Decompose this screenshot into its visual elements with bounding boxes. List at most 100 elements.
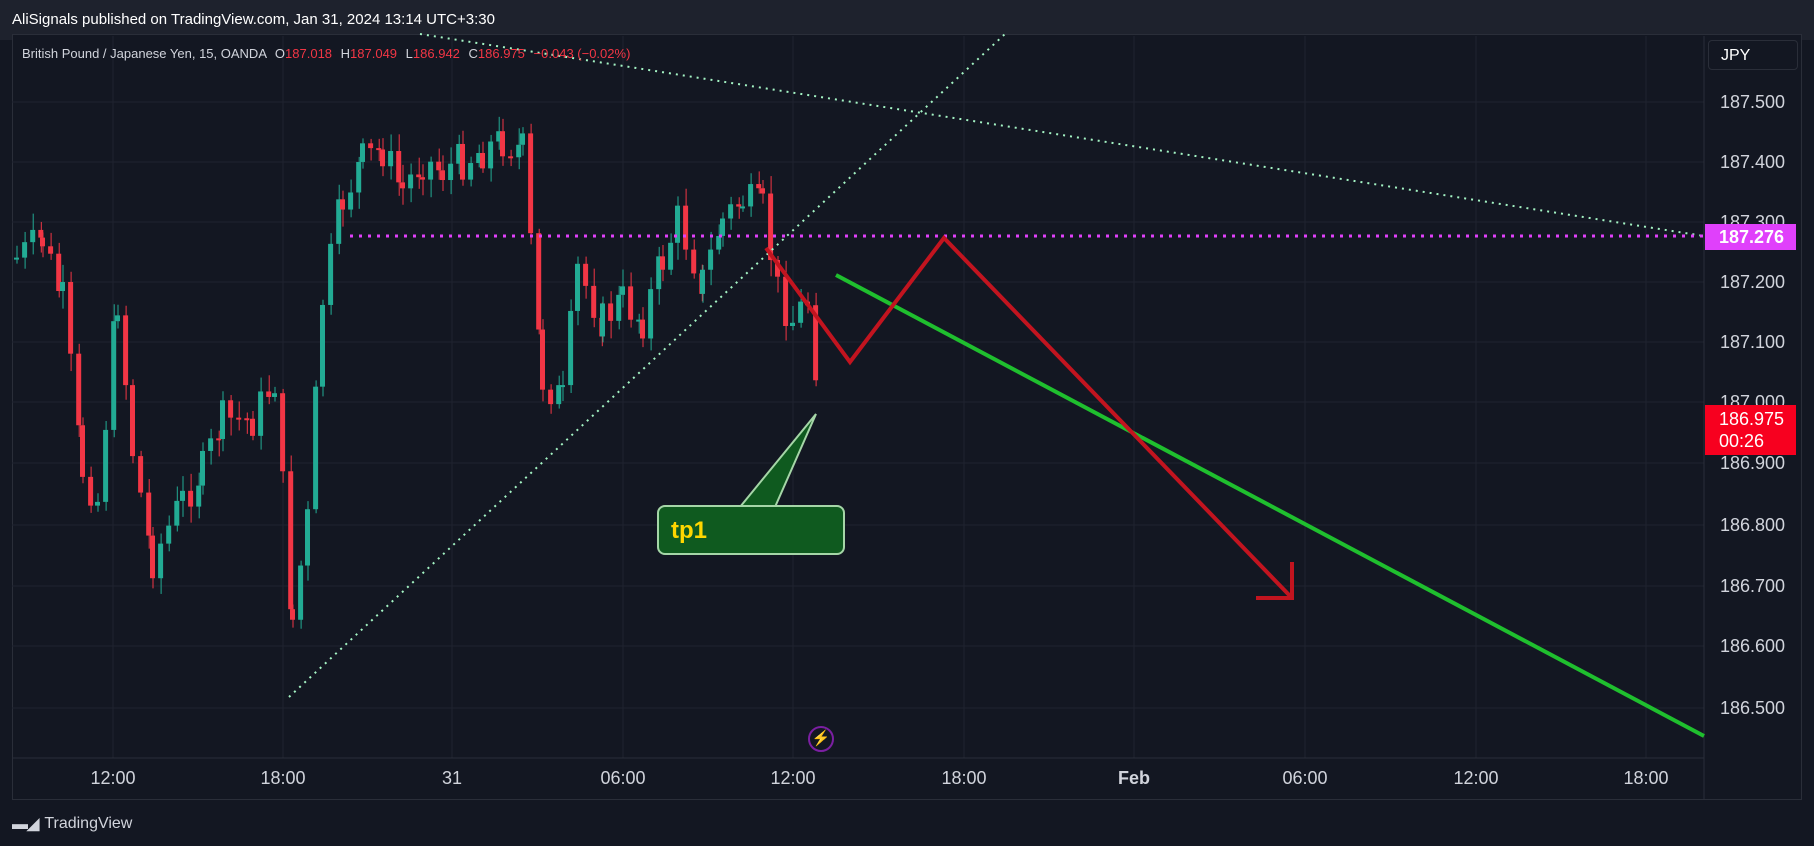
candle-body — [388, 151, 394, 167]
candle-body — [111, 321, 117, 430]
candle-body — [740, 206, 745, 209]
candle-body — [328, 243, 334, 305]
time-tick: Feb — [1118, 768, 1150, 788]
candle-body — [88, 476, 94, 506]
candle-body — [756, 184, 762, 189]
candle-body — [280, 393, 286, 472]
candle-body — [336, 199, 342, 244]
time-tick: 06:00 — [1282, 768, 1327, 788]
candle-body — [675, 205, 680, 243]
candle-body — [166, 525, 172, 544]
candle-body — [720, 218, 725, 236]
candle-body — [460, 143, 465, 180]
price-tick: 186.500 — [1720, 698, 1785, 718]
publish-bar: AliSignals published on TradingView.com,… — [0, 0, 1814, 40]
candle-body — [320, 304, 325, 387]
candle-body — [600, 303, 605, 337]
candle-body — [583, 263, 589, 286]
candle-body — [196, 485, 202, 507]
candle-body — [488, 141, 494, 169]
close-label: C — [468, 46, 478, 61]
time-tick: 12:00 — [90, 768, 135, 788]
candle-body — [313, 386, 319, 510]
candle-body — [228, 400, 234, 418]
candle-body — [556, 385, 562, 405]
candle-body — [420, 177, 425, 180]
candle-body — [288, 471, 294, 610]
candle-body — [236, 417, 242, 420]
price-tick: 187.500 — [1720, 92, 1785, 112]
candle-body — [298, 565, 304, 620]
candle-body — [68, 282, 74, 354]
tradingview-logo-icon: ▬◢ — [12, 816, 39, 833]
last-price: 186.975 — [1719, 409, 1785, 429]
candle-body — [640, 319, 645, 339]
candle-body — [146, 492, 152, 536]
time-tick: 31 — [442, 768, 462, 788]
lightning-icon[interactable]: ⚡ — [808, 726, 834, 752]
candle-body — [496, 131, 502, 142]
symbol-legend[interactable]: British Pound / Japanese Yen, 15, OANDA … — [22, 46, 630, 61]
candle-body — [456, 143, 462, 164]
candle-body — [440, 170, 445, 181]
candle-body — [790, 322, 795, 326]
candle-body — [813, 305, 819, 381]
candle-body — [620, 286, 625, 295]
level-price-tag: 187.276 — [1705, 224, 1796, 250]
candle-body — [208, 438, 214, 451]
candle-body — [258, 391, 264, 436]
candle-body — [540, 329, 545, 390]
candle-body — [266, 391, 272, 397]
currency-button[interactable]: JPY — [1708, 40, 1798, 70]
candle-body — [448, 163, 454, 181]
change-value: −0.043 (−0.02%) — [533, 46, 631, 61]
candle-body — [380, 149, 385, 167]
candle-body — [174, 500, 180, 526]
candle-body — [305, 509, 310, 566]
green-projection-line — [835, 273, 1705, 738]
candle-body — [428, 161, 434, 180]
time-tick: 18:00 — [941, 768, 986, 788]
low-label: L — [405, 46, 413, 61]
candle-body — [60, 282, 65, 292]
price-tick: 186.800 — [1720, 515, 1785, 535]
candle-body — [660, 256, 665, 270]
price-tick: 187.200 — [1720, 272, 1785, 292]
price-tick: 187.100 — [1720, 332, 1785, 352]
candle-body — [500, 131, 505, 157]
candle-body — [700, 269, 705, 294]
candle-body — [150, 535, 155, 579]
candle-body — [736, 204, 742, 207]
candle-body — [290, 609, 295, 620]
candle-body — [376, 148, 382, 151]
candle-body — [568, 310, 574, 386]
candle-body — [528, 133, 534, 234]
candle-body — [115, 315, 120, 322]
candle-body — [416, 174, 422, 178]
candle-body — [628, 286, 634, 320]
high-label: H — [340, 46, 351, 61]
bar-countdown: 00:26 — [1719, 431, 1765, 451]
candle-body — [158, 543, 164, 579]
candle-body — [40, 237, 45, 247]
candle-body — [480, 153, 485, 169]
time-axis: 12:00 18:00 31 06:00 12:00 18:00 Feb 06:… — [90, 768, 1668, 788]
tp1-callout[interactable]: tp1 — [657, 505, 845, 555]
candle-body — [360, 143, 365, 162]
brand-footer[interactable]: ▬◢ TradingView — [12, 814, 132, 834]
candle-body — [95, 501, 100, 506]
candle-body — [520, 133, 525, 145]
candle-body — [272, 393, 277, 397]
candle-body — [30, 229, 36, 243]
candle-body — [14, 257, 19, 260]
candle-body — [748, 184, 754, 207]
falling-trendline — [419, 33, 1705, 237]
candle-body — [798, 301, 804, 323]
candle-body — [575, 263, 580, 311]
candle-body — [56, 253, 62, 292]
candle-body — [396, 151, 402, 183]
rising-trendline — [288, 33, 1006, 698]
candle-body — [436, 161, 442, 171]
price-tick: 186.600 — [1720, 636, 1785, 656]
